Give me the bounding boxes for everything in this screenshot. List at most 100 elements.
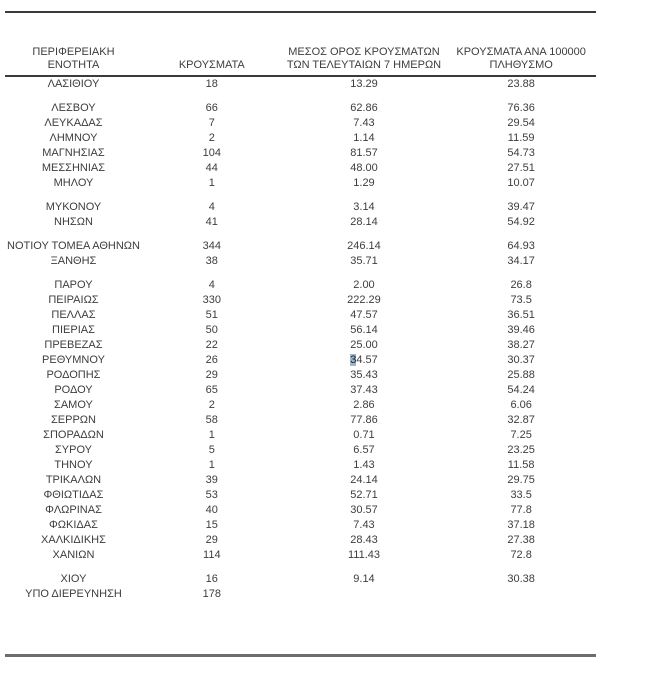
table-row: ΠΕΙΡΑΙΩΣ 330 222.29 73.5 [5,293,596,308]
cell-cases: 7 [208,117,215,129]
cell-per-100k: 54.73 [507,147,535,159]
cell-cases: 51 [205,309,218,321]
row-spacer-cell [5,230,596,239]
table-row: ΠΡΕΒΕΖΑΣ 22 25.00 38.27 [5,338,596,353]
cell-cases: 40 [205,504,218,516]
cell-cases: 4 [208,201,215,213]
cell-cases: 39 [205,474,218,486]
cell-cases: 18 [205,78,218,90]
col-header-per-100k: ΚΡΟΥΣΜΑΤΑ ΑΝΑ 100000 ΠΛΗΘΥΣΜΟ [446,12,596,77]
table-row: ΠΙΕΡΙΑΣ 50 56.14 39.46 [5,323,596,338]
cell-cases: 53 [205,489,218,501]
cell-7day-avg: 9.14 [353,573,375,585]
table-row: ΣΥΡΟΥ 5 6.57 23.25 [5,443,596,458]
table-row: ΜΕΣΣΗΝΙΑΣ 44 48.00 27.51 [5,161,596,176]
cell-cases: 344 [202,240,221,252]
cell-per-100k: 29.75 [507,474,535,486]
table-header: ΠΕΡΙΦΕΡΕΙΑΚΗ ΕΝΟΤΗΤΑ ΚΡΟΥΣΜΑΤΑ ΜΕΣΟΣ ΟΡΟ… [5,12,596,77]
cell-region: ΡΟΔΟΥ [54,384,93,396]
table-row: ΛΕΣΒΟΥ 66 62.86 76.36 [5,101,596,116]
cell-per-100k: 64.93 [507,240,535,252]
cell-cases: 5 [208,444,215,456]
cell-cases: 50 [205,324,218,336]
cell-region: ΦΩΚΙΔΑΣ [49,519,98,531]
cell-per-100k: 37.18 [507,519,535,531]
row-spacer [5,563,596,572]
table-row: ΥΠΟ ΔΙΕΡΕΥΝΗΣΗ 178 [5,587,596,602]
cell-per-100k: 33.5 [510,489,532,501]
cell-region: ΠΕΙΡΑΙΩΣ [48,294,99,306]
cell-cases: 29 [205,534,218,546]
col-header-region: ΠΕΡΙΦΕΡΕΙΑΚΗ ΕΝΟΤΗΤΑ [5,12,142,77]
cell-7day-avg [282,587,447,602]
cell-region: ΠΡΕΒΕΖΑΣ [44,339,103,351]
cell-region: ΡΕΘΥΜΝΟΥ [42,354,105,366]
cell-per-100k: 36.51 [507,309,535,321]
cell-region: ΤΡΙΚΑΛΩΝ [45,474,102,486]
cell-7day-avg: 56.14 [350,324,378,336]
col-header-cases: ΚΡΟΥΣΜΑΤΑ [141,12,282,77]
cell-region: ΜΑΓΝΗΣΙΑΣ [42,147,105,159]
cell-cases: 58 [205,414,218,426]
table-row: ΧΙΟΥ 16 9.14 30.38 [5,572,596,587]
cell-per-100k: 38.27 [507,339,535,351]
table-row: ΦΩΚΙΔΑΣ 15 7.43 37.18 [5,518,596,533]
cell-cases: 178 [202,588,221,600]
cell-7day-avg: 1.43 [353,459,375,471]
cell-7day-avg: 2.00 [353,279,375,291]
cell-cases: 38 [205,255,218,267]
cases-table: ΠΕΡΙΦΕΡΕΙΑΚΗ ΕΝΟΤΗΤΑ ΚΡΟΥΣΜΑΤΑ ΜΕΣΟΣ ΟΡΟ… [5,11,596,602]
table-row: ΧΑΝΙΩΝ 114 111.43 72.8 [5,548,596,563]
header-row: ΠΕΡΙΦΕΡΕΙΑΚΗ ΕΝΟΤΗΤΑ ΚΡΟΥΣΜΑΤΑ ΜΕΣΟΣ ΟΡΟ… [5,12,596,77]
cell-7day-avg: 222.29 [347,294,381,306]
table-row: ΛΕΥΚΑΔΑΣ 7 7.43 29.54 [5,116,596,131]
cases-table-container: ΠΕΡΙΦΕΡΕΙΑΚΗ ΕΝΟΤΗΤΑ ΚΡΟΥΣΜΑΤΑ ΜΕΣΟΣ ΟΡΟ… [5,11,596,602]
cell-region: ΣΥΡΟΥ [54,444,92,456]
header-line: ΠΕΡΙΦΕΡΕΙΑΚΗ ΕΝΟΤΗΤΑ [32,46,115,71]
cell-per-100k: 11.59 [507,132,535,144]
cell-per-100k: 25.88 [507,369,535,381]
row-spacer-cell [5,269,596,278]
cell-region: ΣΕΡΡΩΝ [50,414,96,426]
table-row: ΡΕΘΥΜΝΟΥ 26 34.57 30.37 [5,353,596,368]
cell-7day-avg: 52.71 [350,489,378,501]
cell-7day-avg: 7.43 [353,117,375,129]
cell-per-100k: 72.8 [510,549,532,561]
cell-per-100k: 54.92 [507,216,535,228]
cell-cases: 104 [202,147,221,159]
cell-7day-avg: 30.57 [350,504,378,516]
cell-per-100k: 27.38 [507,534,535,546]
cell-per-100k: 76.36 [507,102,535,114]
cell-region: ΧΑΛΚΙΔΙΚΗΣ [41,534,106,546]
cell-region: ΜΕΣΣΗΝΙΑΣ [41,162,106,174]
cell-7day-avg: 111.43 [347,549,380,561]
table-row: ΧΑΛΚΙΔΙΚΗΣ 29 28.43 27.38 [5,533,596,548]
row-spacer [5,269,596,278]
cell-region: ΦΘΙΩΤΙΔΑΣ [43,489,104,501]
table-row: ΦΛΩΡΙΝΑΣ 40 30.57 77.8 [5,503,596,518]
table-row: ΜΗΛΟΥ 1 1.29 10.07 [5,176,596,191]
cell-cases: 15 [205,519,218,531]
cell-per-100k: 7.25 [510,429,532,441]
cell-per-100k: 32.87 [507,414,535,426]
cell-7day-avg: 7.43 [353,519,375,531]
cell-per-100k: 10.07 [507,177,535,189]
table-row: ΝΟΤΙΟΥ ΤΟΜΕΑ ΑΘΗΝΩΝ 344 246.14 64.93 [5,239,596,254]
cell-7day-avg: 28.43 [350,534,378,546]
cell-7day-avg: 25.00 [350,339,378,351]
cell-7day-avg: 37.43 [350,384,378,396]
cell-region: ΤΗΝΟΥ [54,459,93,471]
table-row: ΛΑΣΙΘΙΟΥ 18 13.29 23.88 [5,76,596,92]
cell-cases: 1 [208,429,215,441]
cell-7day-avg: 62.86 [350,102,378,114]
row-spacer-cell [5,92,596,101]
table-row: ΣΠΟΡΑΔΩΝ 1 0.71 7.25 [5,428,596,443]
cell-cases: 66 [205,102,218,114]
col-header-7day-avg: ΜΕΣΟΣ ΟΡΟΣ ΚΡΟΥΣΜΑΤΩΝ ΤΩΝ ΤΕΛΕΥΤΑΙΩΝ 7 Η… [281,12,447,77]
table-row: ΝΗΣΩΝ 41 28.14 54.92 [5,215,596,230]
cell-7day-avg: 81.57 [350,147,378,159]
cell-per-100k: 29.54 [507,117,535,129]
cell-cases: 1 [208,459,215,471]
table-row: ΤΗΝΟΥ 1 1.43 11.58 [5,458,596,473]
table-row: ΣΑΜΟΥ 2 2.86 6.06 [5,398,596,413]
